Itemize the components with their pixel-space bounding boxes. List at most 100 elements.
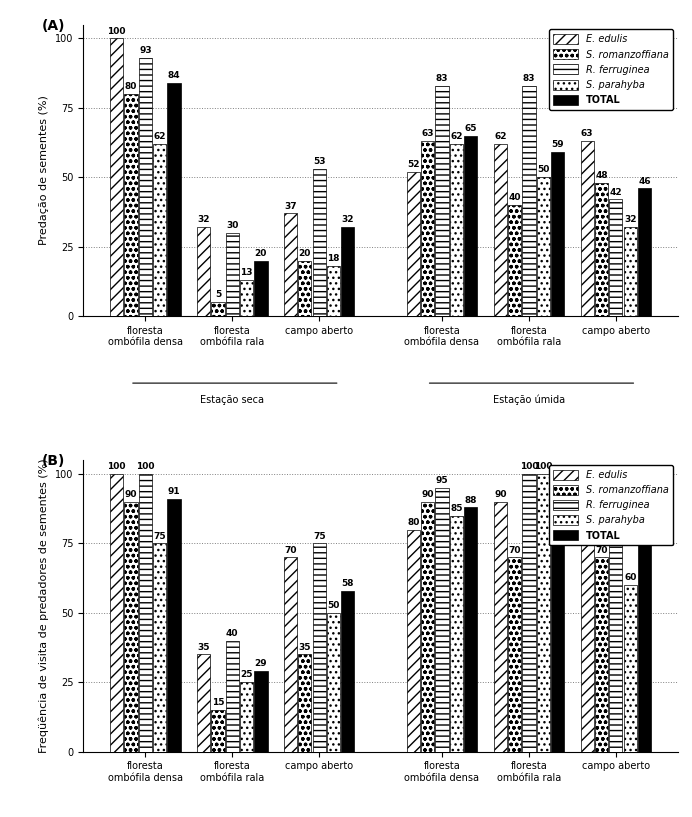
- Bar: [125, 502, 138, 752]
- Text: 100: 100: [520, 462, 538, 471]
- Y-axis label: Freqüência de visita de predadores de sementes (%): Freqüência de visita de predadores de se…: [39, 458, 49, 753]
- Text: 83: 83: [436, 74, 448, 83]
- Bar: [595, 557, 608, 752]
- Bar: [595, 183, 608, 316]
- Text: 75: 75: [638, 532, 651, 541]
- Text: 95: 95: [436, 476, 448, 485]
- Text: 20: 20: [255, 248, 267, 257]
- Text: 90: 90: [421, 490, 434, 499]
- Bar: [226, 233, 239, 316]
- Bar: [581, 141, 594, 316]
- Bar: [609, 529, 623, 752]
- Legend: E. edulis, S. romanzoffiana, R. ferruginea, S. parahyba, TOTAL: E. edulis, S. romanzoffiana, R. ferrugin…: [549, 465, 673, 546]
- Bar: [537, 474, 550, 752]
- Text: 70: 70: [509, 546, 521, 555]
- Legend: E. edulis, S. romanzoffiana, R. ferruginea, S. parahyba, TOTAL: E. edulis, S. romanzoffiana, R. ferrugin…: [549, 29, 673, 109]
- Text: 37: 37: [284, 202, 297, 211]
- Text: 63: 63: [421, 129, 434, 138]
- Bar: [508, 557, 521, 752]
- Bar: [110, 38, 123, 316]
- Bar: [110, 474, 123, 752]
- Text: 85: 85: [450, 504, 462, 513]
- Bar: [341, 227, 354, 316]
- Text: 52: 52: [407, 160, 419, 169]
- Text: 80: 80: [610, 518, 622, 527]
- Text: 100: 100: [107, 462, 126, 471]
- Text: 90: 90: [581, 490, 594, 499]
- Text: 46: 46: [638, 176, 651, 185]
- Text: 70: 70: [595, 546, 608, 555]
- Bar: [421, 141, 435, 316]
- Bar: [407, 172, 420, 316]
- Text: 65: 65: [464, 124, 477, 133]
- Bar: [581, 502, 594, 752]
- Text: 90: 90: [125, 490, 137, 499]
- Bar: [153, 543, 166, 752]
- Text: 32: 32: [342, 216, 354, 225]
- Text: 20: 20: [299, 248, 311, 257]
- Bar: [407, 529, 420, 752]
- Bar: [197, 227, 210, 316]
- Bar: [167, 83, 181, 316]
- Text: 59: 59: [552, 141, 564, 150]
- Text: 48: 48: [595, 171, 608, 180]
- Bar: [313, 543, 326, 752]
- Bar: [623, 585, 637, 752]
- Text: 70: 70: [284, 546, 297, 555]
- Text: 62: 62: [494, 132, 507, 141]
- Bar: [341, 591, 354, 752]
- Text: 35: 35: [299, 643, 311, 652]
- Bar: [211, 302, 224, 316]
- Bar: [435, 86, 448, 316]
- Bar: [551, 152, 564, 316]
- Text: 18: 18: [327, 254, 340, 263]
- Bar: [138, 58, 152, 316]
- Bar: [298, 654, 311, 752]
- Text: Estação seca: Estação seca: [200, 395, 264, 404]
- Bar: [508, 205, 521, 316]
- Bar: [537, 177, 550, 316]
- Bar: [125, 94, 138, 316]
- Text: 80: 80: [407, 518, 419, 527]
- Text: 84: 84: [167, 71, 181, 80]
- Bar: [623, 227, 637, 316]
- Bar: [609, 199, 623, 316]
- Text: 91: 91: [167, 487, 181, 496]
- Bar: [638, 189, 651, 316]
- Bar: [421, 502, 435, 752]
- Text: 60: 60: [624, 574, 637, 583]
- Text: 88: 88: [464, 496, 477, 505]
- Text: 62: 62: [450, 132, 462, 141]
- Text: 80: 80: [125, 83, 137, 92]
- Text: 50: 50: [537, 166, 549, 175]
- Text: 100: 100: [107, 27, 126, 36]
- Text: 93: 93: [139, 46, 152, 55]
- Text: 42: 42: [610, 188, 622, 197]
- Text: 75: 75: [313, 532, 325, 541]
- Bar: [226, 641, 239, 752]
- Bar: [138, 474, 152, 752]
- Text: 35: 35: [197, 643, 210, 652]
- Bar: [284, 557, 297, 752]
- Text: 53: 53: [313, 157, 325, 166]
- Text: 13: 13: [240, 268, 253, 277]
- Bar: [298, 261, 311, 316]
- Text: Estação úmida: Estação úmida: [493, 395, 565, 405]
- Bar: [153, 144, 166, 316]
- Bar: [638, 543, 651, 752]
- Bar: [240, 280, 253, 316]
- Text: 32: 32: [624, 216, 637, 225]
- Bar: [464, 136, 477, 316]
- Bar: [493, 502, 507, 752]
- Bar: [493, 144, 507, 316]
- Text: 100: 100: [136, 462, 154, 471]
- Text: 90: 90: [494, 490, 507, 499]
- Text: 58: 58: [342, 578, 354, 587]
- Bar: [313, 169, 326, 316]
- Text: (A): (A): [42, 19, 65, 33]
- Bar: [284, 213, 297, 316]
- Text: 50: 50: [327, 601, 340, 610]
- Text: 29: 29: [255, 659, 267, 668]
- Bar: [327, 266, 340, 316]
- Bar: [450, 144, 463, 316]
